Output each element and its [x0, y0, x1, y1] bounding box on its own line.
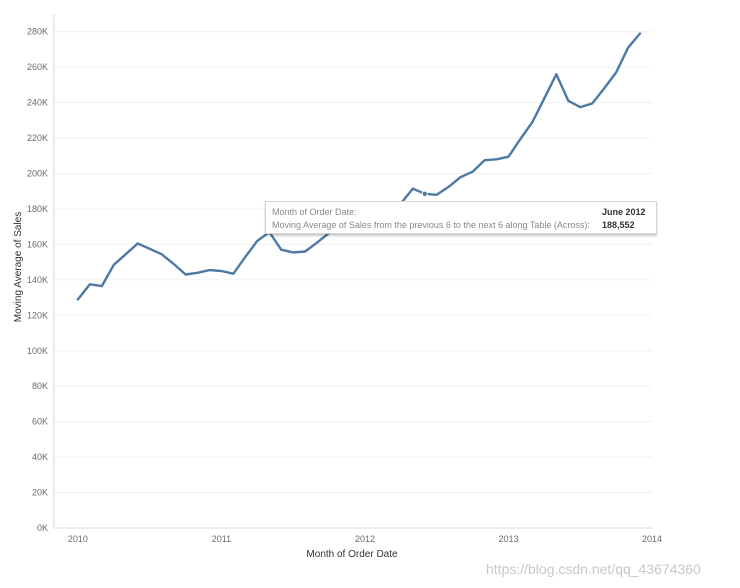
y-tick-label: 220K: [27, 133, 48, 143]
tooltip-sales-label: Moving Average of Sales from the previou…: [272, 220, 590, 230]
y-tick-label: 20K: [32, 488, 48, 498]
y-tick-label: 60K: [32, 417, 48, 427]
tooltip-row-sales: Moving Average of Sales from the previou…: [272, 219, 650, 232]
x-tick-label: 2014: [642, 534, 662, 544]
y-axis-title: Moving Average of Sales: [13, 212, 24, 322]
gridlines: [54, 31, 652, 529]
y-tick-label: 160K: [27, 239, 48, 249]
series-group: [76, 32, 642, 301]
x-tick-label: 2013: [498, 534, 518, 544]
y-tick-label: 40K: [32, 452, 48, 462]
y-tick-label: 180K: [27, 204, 48, 214]
x-axis-ticks: 2010 2011 2012 2013 2014: [68, 534, 662, 544]
x-tick-label: 2012: [355, 534, 375, 544]
tooltip: Month of Order Date: June 2012 Moving Av…: [265, 201, 657, 234]
y-tick-label: 80K: [32, 381, 48, 391]
tooltip-month-label: Month of Order Date:: [272, 207, 357, 217]
tooltip-month-value: June 2012: [602, 207, 646, 217]
y-tick-label: 120K: [27, 310, 48, 320]
y-tick-label: 140K: [27, 275, 48, 285]
y-tick-label: 240K: [27, 98, 48, 108]
y-tick-label: 100K: [27, 346, 48, 356]
x-axis-title: Month of Order Date: [306, 549, 398, 560]
x-tick-label: 2011: [212, 534, 231, 544]
tooltip-sales-value: 188,552: [602, 220, 635, 230]
y-tick-label: 260K: [27, 62, 48, 72]
y-tick-label: 280K: [27, 27, 48, 37]
y-axis-ticks: 0K 20K 40K 60K 80K 100K 120K 140K 160K 180K 200K 22…: [27, 27, 48, 533]
y-tick-label: 200K: [27, 169, 48, 179]
tooltip-row-month: Month of Order Date: June 2012: [272, 206, 650, 219]
y-tick-label: 0K: [37, 523, 48, 533]
watermark: https://blog.csdn.net/qq_43674360: [486, 561, 701, 577]
highlighted-point: [421, 190, 428, 197]
x-tick-label: 2010: [68, 534, 88, 544]
